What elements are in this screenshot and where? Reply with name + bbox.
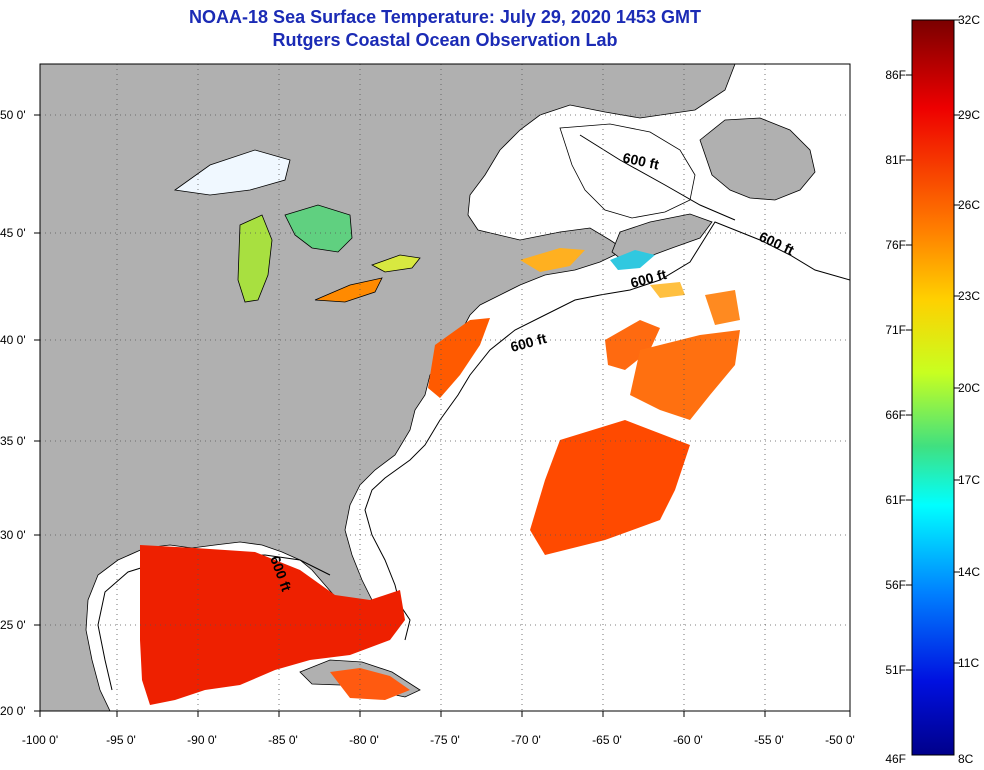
colorbar-label-f: 81F <box>885 153 906 167</box>
colorbar-ticks <box>906 19 960 671</box>
colorbar-label-c: 20C <box>958 381 980 395</box>
map-title: NOAA-18 Sea Surface Temperature: July 29… <box>189 7 701 27</box>
colorbar-label-f: 66F <box>885 408 906 422</box>
colorbar-label-c: 26C <box>958 198 980 212</box>
lon-label: -70 0' <box>511 733 541 747</box>
colorbar-label-f: 61F <box>885 493 906 507</box>
colorbar-label-f: 86F <box>885 68 906 82</box>
lat-label: 40 0' <box>0 333 26 347</box>
lat-label: 30 0' <box>0 528 26 542</box>
colorbar-label-c: 11C <box>958 656 979 670</box>
great-lakes <box>173 149 421 303</box>
lon-label: -50 0' <box>825 733 855 747</box>
colorbar-label-c: 14C <box>958 565 980 579</box>
colorbar-label-c: 32C <box>958 13 980 27</box>
gulf-st-lawrence <box>559 123 696 219</box>
lon-label: -55 0' <box>754 733 784 747</box>
lat-label: 45 0' <box>0 226 26 240</box>
lon-label: -85 0' <box>268 733 298 747</box>
colorbar-label-c: 23C <box>958 289 980 303</box>
land-north-america <box>40 64 736 711</box>
lat-label: 20 0' <box>0 704 26 718</box>
axis-ticks <box>34 114 851 717</box>
lat-label: 35 0' <box>0 434 26 448</box>
lat-label: 50 0' <box>0 108 26 122</box>
lon-label: -100 0' <box>22 733 58 747</box>
lon-label: -75 0' <box>430 733 460 747</box>
lon-label: -60 0' <box>673 733 703 747</box>
isobath-600ft <box>364 221 850 641</box>
colorbar-label-f: 76F <box>885 238 906 252</box>
colorbar-label-c: 8C <box>958 752 974 766</box>
isobath-600ft-gslr <box>579 134 736 221</box>
lon-label: -90 0' <box>187 733 217 747</box>
colorbar-label-f: 56F <box>885 578 906 592</box>
colorbar <box>911 19 955 756</box>
lat-label: 25 0' <box>0 618 26 632</box>
map-subtitle: Rutgers Coastal Ocean Observation Lab <box>272 30 618 50</box>
grid-lines <box>40 64 850 711</box>
colorbar-label-f: 46F <box>885 752 906 766</box>
colorbar-label-f: 71F <box>885 323 906 337</box>
colorbar-label-c: 17C <box>958 473 980 487</box>
colorbar-label-f: 51F <box>885 663 906 677</box>
colorbar-label-c: 29C <box>958 108 980 122</box>
sst-data <box>140 248 740 705</box>
lon-label: -95 0' <box>106 733 136 747</box>
contour-label: 600 ft <box>621 149 660 172</box>
lon-label: -80 0' <box>349 733 379 747</box>
map-border <box>39 63 851 712</box>
land-newfoundland <box>699 117 816 201</box>
lon-label: -65 0' <box>592 733 622 747</box>
